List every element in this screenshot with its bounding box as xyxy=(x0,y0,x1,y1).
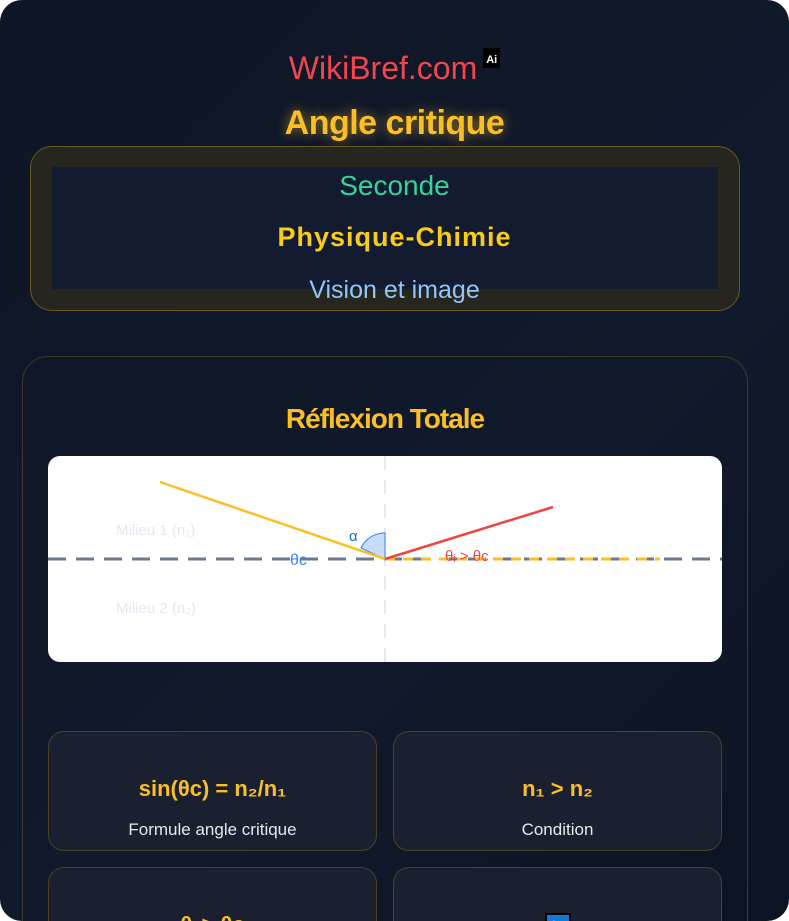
card-value: θᵢ > θc xyxy=(49,912,376,921)
card-label: Condition xyxy=(521,820,594,839)
diagram-svg: Milieu 1 (n₁) Milieu 2 (n₂) α θc θᵢ > θc xyxy=(48,456,722,662)
alpha-label: α xyxy=(349,528,358,545)
condition-card: n₁ > n₂ Condition xyxy=(393,731,722,851)
card-value: sin(θc) = n₂/n₁ xyxy=(138,776,287,801)
section-card xyxy=(22,356,748,921)
medium2-label: Milieu 2 (n₂) xyxy=(116,600,196,617)
medium1-label: Milieu 1 (n₁) xyxy=(116,522,195,539)
chapter-label: Vision et image xyxy=(309,276,480,304)
alpha-arc xyxy=(360,532,386,560)
card-value: n₁ > n₂ xyxy=(522,776,593,801)
reflection-arrow-icon: ↪ xyxy=(544,913,571,921)
section-title: Réflexion Totale xyxy=(285,403,485,434)
theta-i-label: θᵢ > θc xyxy=(445,548,489,565)
card-label: Formule angle critique xyxy=(128,820,297,839)
subject-label: Physique-Chimie xyxy=(277,222,512,252)
page-title: Angle critique xyxy=(284,104,505,142)
header-card xyxy=(30,146,740,311)
angle-card: θᵢ > θc xyxy=(48,867,377,921)
ai-badge: Ai xyxy=(483,48,501,68)
incident-ray xyxy=(159,480,386,561)
total-reflection-diagram: Milieu 1 (n₁) Milieu 2 (n₂) α θc θᵢ > θc xyxy=(48,456,722,662)
reflected-ray xyxy=(384,505,554,561)
level-label: Seconde xyxy=(339,170,450,201)
brand-logo[interactable]: WikiBref.com Ai xyxy=(0,48,789,87)
theta-c-label: θc xyxy=(290,552,307,569)
reflection-card: ↪ xyxy=(393,867,722,921)
formula-card: sin(θc) = n₂/n₁ Formule angle critique xyxy=(48,731,377,851)
brand-name: WikiBref.com xyxy=(288,50,478,86)
header-card-inner xyxy=(52,167,718,289)
card-icon-wrap: ↪ xyxy=(394,910,721,921)
